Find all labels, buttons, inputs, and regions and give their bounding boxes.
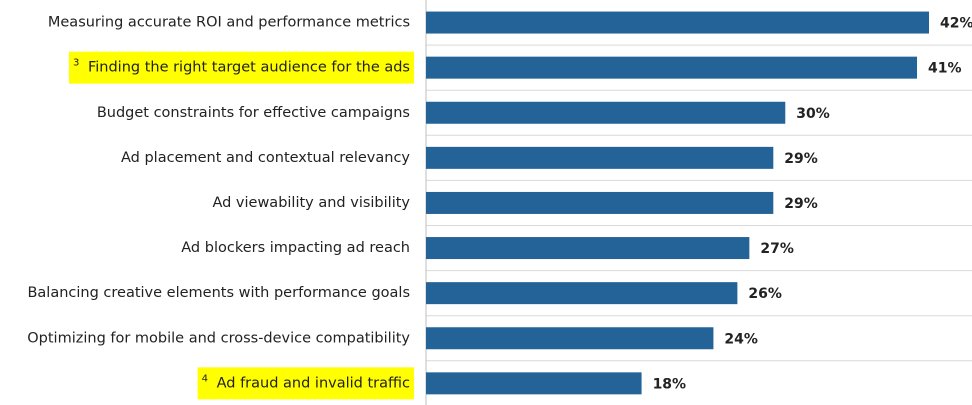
- label-text: Budget constraints for effective campaig…: [97, 105, 410, 121]
- bar: [426, 372, 642, 395]
- category-label: 4 Ad fraud and invalid traffic: [202, 373, 410, 392]
- value-label: 29%: [784, 151, 818, 167]
- label-highlight: [68, 51, 414, 84]
- value-label: 24%: [724, 331, 758, 347]
- category-label: Optimizing for mobile and cross-device c…: [27, 330, 410, 346]
- label-text: Ad placement and contextual relevancy: [121, 150, 410, 166]
- label-text: Ad blockers impacting ad reach: [181, 240, 410, 256]
- value-label: 26%: [748, 286, 782, 302]
- bar: [426, 282, 738, 305]
- category-label: Budget constraints for effective campaig…: [97, 105, 410, 121]
- label-text: Balancing creative elements with perform…: [27, 285, 410, 301]
- bar: [426, 327, 714, 350]
- category-label: Ad placement and contextual relevancy: [121, 150, 410, 166]
- label-text: Measuring accurate ROI and performance m…: [48, 15, 410, 31]
- label-text: Ad viewability and visibility: [212, 195, 410, 211]
- label-highlight: [197, 367, 415, 400]
- category-label: 3 Finding the right target audience for …: [73, 57, 410, 76]
- bar: [426, 101, 786, 124]
- category-label: Measuring accurate ROI and performance m…: [48, 15, 410, 31]
- footnote-marker: 3: [73, 57, 79, 68]
- category-label: Ad blockers impacting ad reach: [181, 240, 410, 256]
- bar: [426, 191, 774, 214]
- value-label: 29%: [784, 196, 818, 212]
- value-label: 41%: [928, 61, 962, 77]
- bar: [426, 146, 774, 169]
- bar: [426, 237, 750, 260]
- value-label: 30%: [796, 106, 830, 122]
- value-label: 42%: [940, 16, 972, 32]
- value-label: 27%: [760, 241, 794, 257]
- label-text: Optimizing for mobile and cross-device c…: [27, 330, 410, 346]
- bar: [426, 11, 929, 34]
- category-label: Balancing creative elements with perform…: [27, 285, 410, 301]
- category-label: Ad viewability and visibility: [212, 195, 410, 211]
- label-text: Ad fraud and invalid traffic: [217, 375, 410, 391]
- value-label: 18%: [653, 376, 687, 392]
- footnote-marker: 4: [202, 373, 208, 384]
- label-text: Finding the right target audience for th…: [88, 60, 410, 76]
- bar: [426, 56, 918, 79]
